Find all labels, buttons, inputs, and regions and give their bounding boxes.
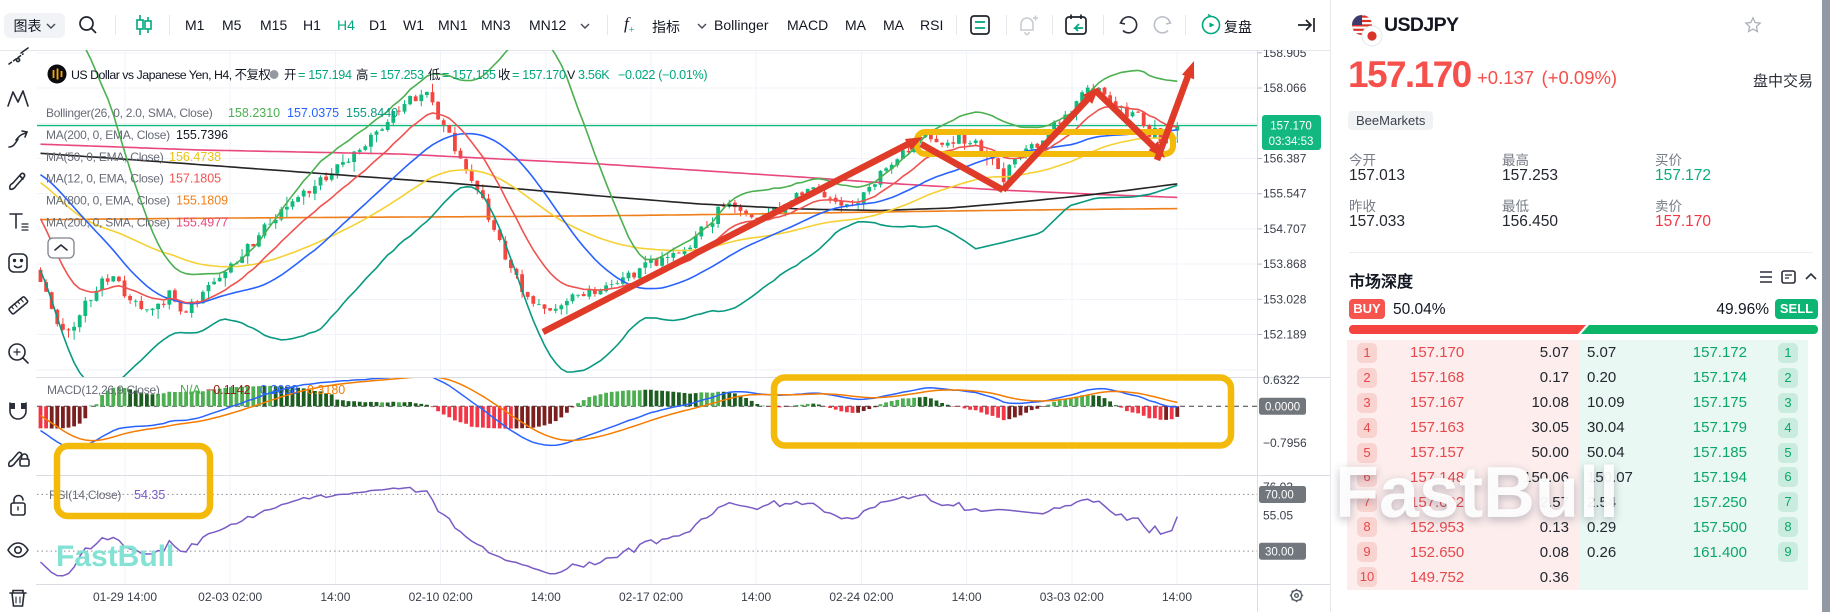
svg-text:70.00: 70.00	[1265, 490, 1294, 502]
svg-text:02-03 02:00: 02-03 02:00	[198, 590, 262, 604]
svg-text:30.00: 30.00	[1265, 546, 1294, 558]
svg-text:N/A: N/A	[180, 383, 202, 397]
svg-text:MACD(12,26,9,Close): MACD(12,26,9,Close)	[47, 383, 160, 397]
svg-text:156.387: 156.387	[1263, 152, 1307, 166]
svg-text:MA(50, 0, EMA, Close): MA(50, 0, EMA, Close)	[46, 150, 164, 164]
svg-text:02-10 02:00: 02-10 02:00	[409, 590, 473, 604]
svg-text:= 157.155: = 157.155	[442, 68, 496, 82]
svg-text:55.05: 55.05	[1263, 509, 1293, 523]
svg-text:155.547: 155.547	[1263, 187, 1307, 201]
svg-text:MA(12, 0, EMA, Close): MA(12, 0, EMA, Close)	[46, 172, 164, 186]
svg-text:155.8440: 155.8440	[346, 106, 398, 120]
svg-text:02-24 02:00: 02-24 02:00	[829, 590, 893, 604]
svg-text:FastBull: FastBull	[56, 540, 174, 573]
svg-text:3.56K: 3.56K	[578, 68, 610, 82]
svg-text:155.7396: 155.7396	[176, 128, 228, 142]
svg-text:V: V	[567, 68, 576, 82]
svg-text:低: 低	[428, 68, 440, 82]
svg-text:−0.022 (−0.01%): −0.022 (−0.01%)	[618, 68, 707, 82]
svg-text:MA(200, 0, EMA, Close): MA(200, 0, EMA, Close)	[46, 128, 170, 142]
svg-text:01-29 14:00: 01-29 14:00	[93, 590, 157, 604]
svg-text:MA(200, 0, SMA, Close): MA(200, 0, SMA, Close)	[46, 216, 170, 230]
svg-text:158.2310: 158.2310	[228, 106, 280, 120]
svg-text:14:00: 14:00	[1162, 590, 1192, 604]
svg-text:153.868: 153.868	[1263, 257, 1307, 271]
svg-text:158.905: 158.905	[1263, 50, 1307, 60]
svg-text:157.0375: 157.0375	[287, 106, 339, 120]
svg-text:03-03 02:00: 03-03 02:00	[1040, 590, 1104, 604]
svg-text:−0.7956: −0.7956	[1263, 436, 1307, 450]
svg-text:155.1809: 155.1809	[176, 194, 228, 208]
svg-text:开: 开	[284, 68, 296, 82]
svg-text:154.707: 154.707	[1263, 222, 1307, 236]
svg-text:= 157.170: = 157.170	[512, 68, 566, 82]
svg-text:153.028: 153.028	[1263, 292, 1307, 306]
svg-text:RSI(14,Close): RSI(14,Close)	[49, 488, 121, 502]
svg-text:14:00: 14:00	[952, 590, 982, 604]
svg-text:156.4738: 156.4738	[169, 150, 221, 164]
svg-text:155.4977: 155.4977	[176, 216, 228, 230]
svg-text:14:00: 14:00	[741, 590, 771, 604]
svg-text:US Dollar vs Japanese Yen, H4,: US Dollar vs Japanese Yen, H4, 不复权	[71, 67, 270, 82]
svg-text:03:34:53: 03:34:53	[1269, 136, 1314, 148]
svg-text:高: 高	[356, 67, 368, 82]
svg-text:MA(800, 0, EMA, Close): MA(800, 0, EMA, Close)	[46, 194, 170, 208]
svg-text:158.066: 158.066	[1263, 81, 1307, 95]
svg-text:0.0000: 0.0000	[1265, 402, 1300, 414]
svg-text:= 157.194: = 157.194	[298, 68, 352, 82]
svg-text:收: 收	[498, 68, 510, 82]
svg-text:54.35: 54.35	[134, 488, 165, 502]
svg-text:0.3180: 0.3180	[307, 383, 345, 397]
svg-text:02-17 02:00: 02-17 02:00	[619, 590, 683, 604]
svg-text:152.189: 152.189	[1263, 328, 1307, 342]
svg-text:14:00: 14:00	[531, 590, 561, 604]
svg-text:−0.1142: −0.1142	[206, 383, 251, 397]
svg-text:Bollinger(26, 0, 2.0, SMA, Clo: Bollinger(26, 0, 2.0, SMA, Close)	[46, 106, 213, 120]
svg-text:157.1805: 157.1805	[169, 172, 221, 186]
svg-text:0.2038: 0.2038	[260, 383, 298, 397]
svg-text:157.170: 157.170	[1270, 120, 1312, 132]
svg-text:0.6322: 0.6322	[1263, 373, 1300, 387]
svg-text:= 157.253: = 157.253	[370, 68, 424, 82]
svg-text:14:00: 14:00	[320, 590, 350, 604]
